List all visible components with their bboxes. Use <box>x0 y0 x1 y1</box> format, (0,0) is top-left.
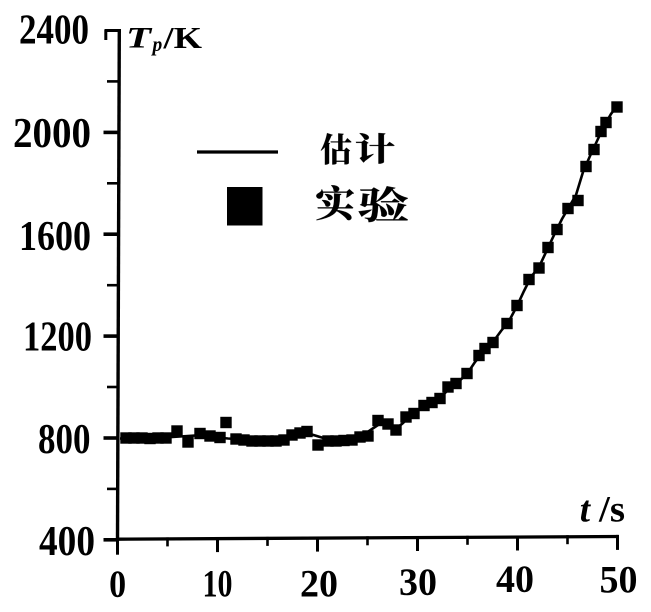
svg-text:20: 20 <box>300 563 338 606</box>
svg-text:400: 400 <box>39 519 95 565</box>
svg-text:50: 50 <box>600 559 638 602</box>
svg-text:800: 800 <box>38 417 91 463</box>
svg-text:/s: /s <box>598 490 625 531</box>
svg-text:10: 10 <box>203 563 233 606</box>
svg-text:40: 40 <box>496 558 534 601</box>
svg-text:1200: 1200 <box>23 315 92 361</box>
svg-text:T: T <box>126 22 153 55</box>
svg-text:/K: /K <box>162 20 202 55</box>
svg-text:2000: 2000 <box>13 111 91 157</box>
svg-text:0: 0 <box>109 563 126 606</box>
svg-text:p: p <box>151 35 163 56</box>
svg-text:30: 30 <box>399 561 437 604</box>
svg-text:t: t <box>580 490 592 531</box>
svg-text:1600: 1600 <box>19 214 91 260</box>
svg-text:2400: 2400 <box>19 8 89 54</box>
